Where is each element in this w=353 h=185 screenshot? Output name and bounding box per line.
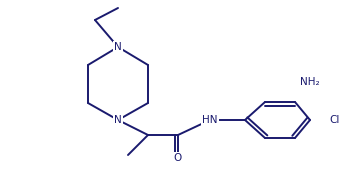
Text: O: O — [174, 153, 182, 163]
Text: HN: HN — [202, 115, 218, 125]
Text: Cl: Cl — [330, 115, 340, 125]
Text: N: N — [114, 42, 122, 52]
Text: N: N — [114, 115, 122, 125]
Text: NH₂: NH₂ — [300, 77, 320, 87]
